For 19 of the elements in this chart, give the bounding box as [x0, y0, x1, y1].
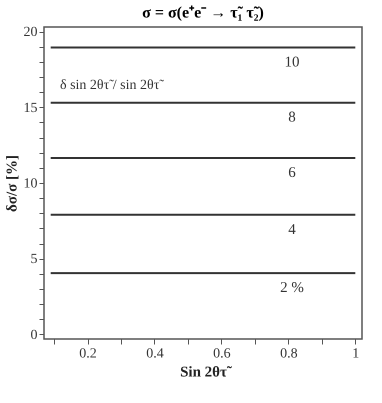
x-tick-label: 0.2	[79, 346, 97, 362]
x-tick-label: 1	[352, 346, 360, 362]
y-tick-label: 5	[30, 252, 38, 268]
series-label: 10	[284, 54, 300, 70]
y-tick-label: 0	[30, 328, 38, 343]
series-label: 6	[288, 165, 296, 182]
x-tick-label: 0.8	[280, 346, 298, 362]
x-tick-label: 0.4	[146, 346, 164, 362]
x-tick-label: 0.6	[213, 346, 231, 362]
series-label: 2 %	[280, 280, 304, 296]
x-axis-title: Sin 2θτ̃	[180, 364, 232, 380]
y-tick-label: 10	[24, 176, 38, 192]
y-tick-label: 15	[24, 100, 38, 116]
series-label: 4	[288, 222, 296, 238]
y-axis-title: δσ/σ [%]	[4, 154, 20, 212]
series-label: 8	[288, 110, 296, 126]
annotation: δ sin 2θτ̃ / sin 2θτ̃	[60, 78, 164, 93]
chart-title: σ = σ(e⁺e⁻ → τ̃₁ τ̃₂)	[142, 4, 264, 22]
y-tick-label: 20	[24, 25, 38, 40]
